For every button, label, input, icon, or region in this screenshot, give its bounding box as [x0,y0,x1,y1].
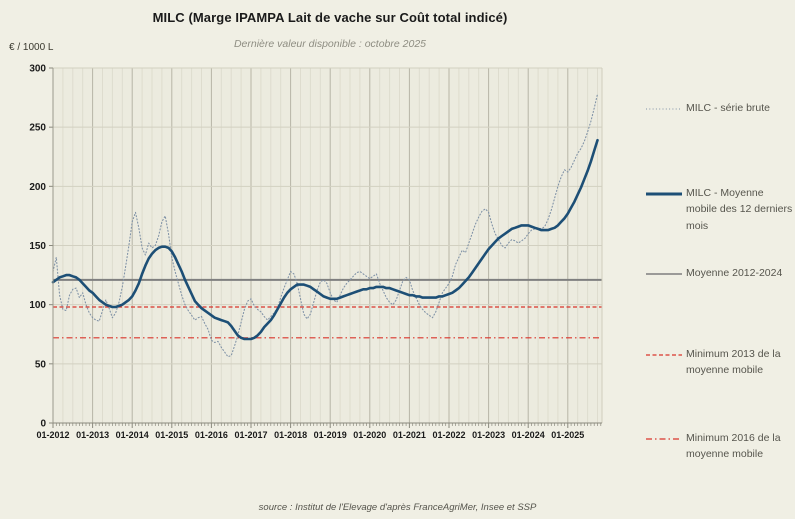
serie-brute-line-swatch [646,108,682,110]
y-axis-unit-label: € / 1000 L [9,42,54,53]
svg-text:01-2022: 01-2022 [432,430,465,440]
source-caption: source : Institut de l'Elevage d'après F… [258,502,537,513]
svg-text:01-2016: 01-2016 [195,430,228,440]
svg-text:50: 50 [35,359,47,370]
legend-label: Minimum 2013 de la moyenne mobile [686,348,781,377]
svg-text:01-2014: 01-2014 [116,430,149,440]
svg-text:01-2023: 01-2023 [472,430,505,440]
svg-text:01-2017: 01-2017 [234,430,267,440]
svg-text:01-2025: 01-2025 [551,430,584,440]
svg-text:300: 300 [29,64,46,75]
minimum-2016-line-swatch [646,438,682,440]
svg-text:01-2018: 01-2018 [274,430,307,440]
svg-text:01-2020: 01-2020 [353,430,386,440]
legend-item-moyenne-2012-2024: Moyenne 2012-2024 [645,265,782,281]
svg-text:01-2021: 01-2021 [393,430,426,440]
legend-item-moyenne-mobile: MILC - Moyenne mobile des 12 derniers mo… [645,185,795,234]
svg-text:01-2024: 01-2024 [512,430,545,440]
svg-text:250: 250 [29,123,46,134]
legend-item-minimum-2016: Minimum 2016 de la moyenne mobile [645,430,795,463]
minimum-2013-line-swatch [646,354,682,356]
legend-item-minimum-2013: Minimum 2013 de la moyenne mobile [645,346,795,379]
svg-text:01-2015: 01-2015 [155,430,188,440]
svg-text:100: 100 [29,300,46,311]
svg-text:01-2012: 01-2012 [36,430,69,440]
svg-text:01-2019: 01-2019 [314,430,347,440]
svg-text:150: 150 [29,241,46,252]
moyenne-line-swatch [646,273,682,275]
legend-item-serie-brute: MILC - série brute [645,100,770,116]
legend-label: Moyenne 2012-2024 [686,267,783,279]
chart-subtitle: Dernière valeur disponible : octobre 202… [233,38,427,50]
moyenne-mobile-line-swatch [646,192,682,196]
legend-label: MILC - série brute [686,102,771,114]
legend-label: MILC - Moyenne mobile des 12 derniers mo… [686,187,793,232]
svg-text:01-2013: 01-2013 [76,430,109,440]
chart-title: MILC (Marge IPAMPA Lait de vache sur Coû… [152,10,508,25]
svg-text:0: 0 [40,419,46,430]
legend-label: Minimum 2016 de la moyenne mobile [686,432,781,461]
svg-text:200: 200 [29,182,46,193]
